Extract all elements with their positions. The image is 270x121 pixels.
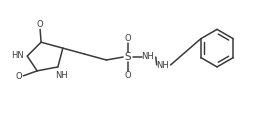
Text: O: O bbox=[37, 20, 43, 29]
Text: HN: HN bbox=[11, 51, 24, 60]
Text: NH: NH bbox=[55, 71, 68, 80]
Text: O: O bbox=[125, 71, 131, 80]
Text: NH: NH bbox=[156, 61, 169, 70]
Text: NH: NH bbox=[141, 52, 154, 60]
Text: S: S bbox=[125, 52, 131, 62]
Text: O: O bbox=[15, 72, 22, 81]
Text: O: O bbox=[125, 34, 131, 43]
